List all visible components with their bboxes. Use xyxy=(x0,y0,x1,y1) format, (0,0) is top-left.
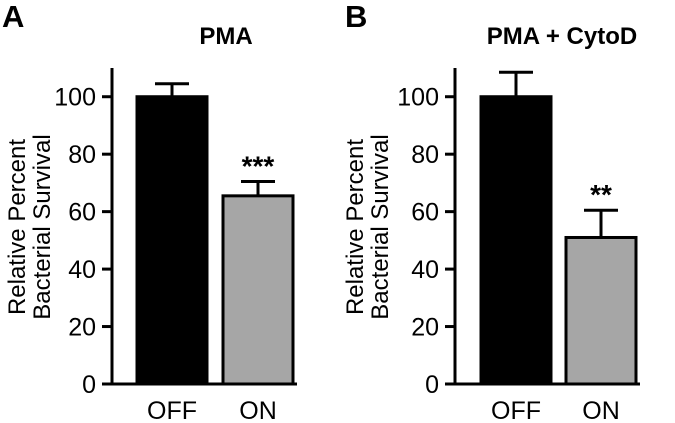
y-tick-label: 100 xyxy=(54,84,96,112)
bar xyxy=(564,235,638,386)
y-tick-label: 0 xyxy=(425,371,439,399)
chart-title: PMA xyxy=(199,23,252,50)
y-tick-label: 60 xyxy=(411,199,439,227)
x-tick-label: OFF xyxy=(491,397,541,423)
significance-label: *** xyxy=(242,150,275,181)
panel-label: B xyxy=(345,0,367,34)
x-tick-label: OFF xyxy=(147,397,197,423)
bar xyxy=(135,95,209,386)
bar xyxy=(479,95,553,386)
y-tick-label: 100 xyxy=(397,84,439,112)
panel-a: A PMA Relative Percent Bacterial Surviva… xyxy=(2,0,297,423)
y-axis-label-line-2: Bacterial Survival xyxy=(367,134,394,319)
y-tick-label: 40 xyxy=(68,256,96,284)
y-axis-label-line-2: Bacterial Survival xyxy=(29,134,56,319)
y-tick-label: 80 xyxy=(68,141,96,169)
x-tick-label: ON xyxy=(582,397,620,423)
y-axis-label-line-1: Relative Percent xyxy=(4,139,31,315)
y-tick-label: 40 xyxy=(411,256,439,284)
panel-label: A xyxy=(2,0,24,34)
significance-label: ** xyxy=(590,179,612,210)
y-tick-label: 0 xyxy=(82,371,96,399)
panel-b: B PMA + CytoD Relative Percent Bacterial… xyxy=(342,0,640,423)
y-tick-label: 80 xyxy=(411,141,439,169)
bar xyxy=(221,194,295,386)
x-tick-label: ON xyxy=(239,397,277,423)
y-tick-label: 20 xyxy=(68,314,96,342)
y-tick-label: 20 xyxy=(411,314,439,342)
chart-title: PMA + CytoD xyxy=(487,23,637,50)
y-axis-label-line-1: Relative Percent xyxy=(342,139,369,315)
y-tick-label: 60 xyxy=(68,199,96,227)
